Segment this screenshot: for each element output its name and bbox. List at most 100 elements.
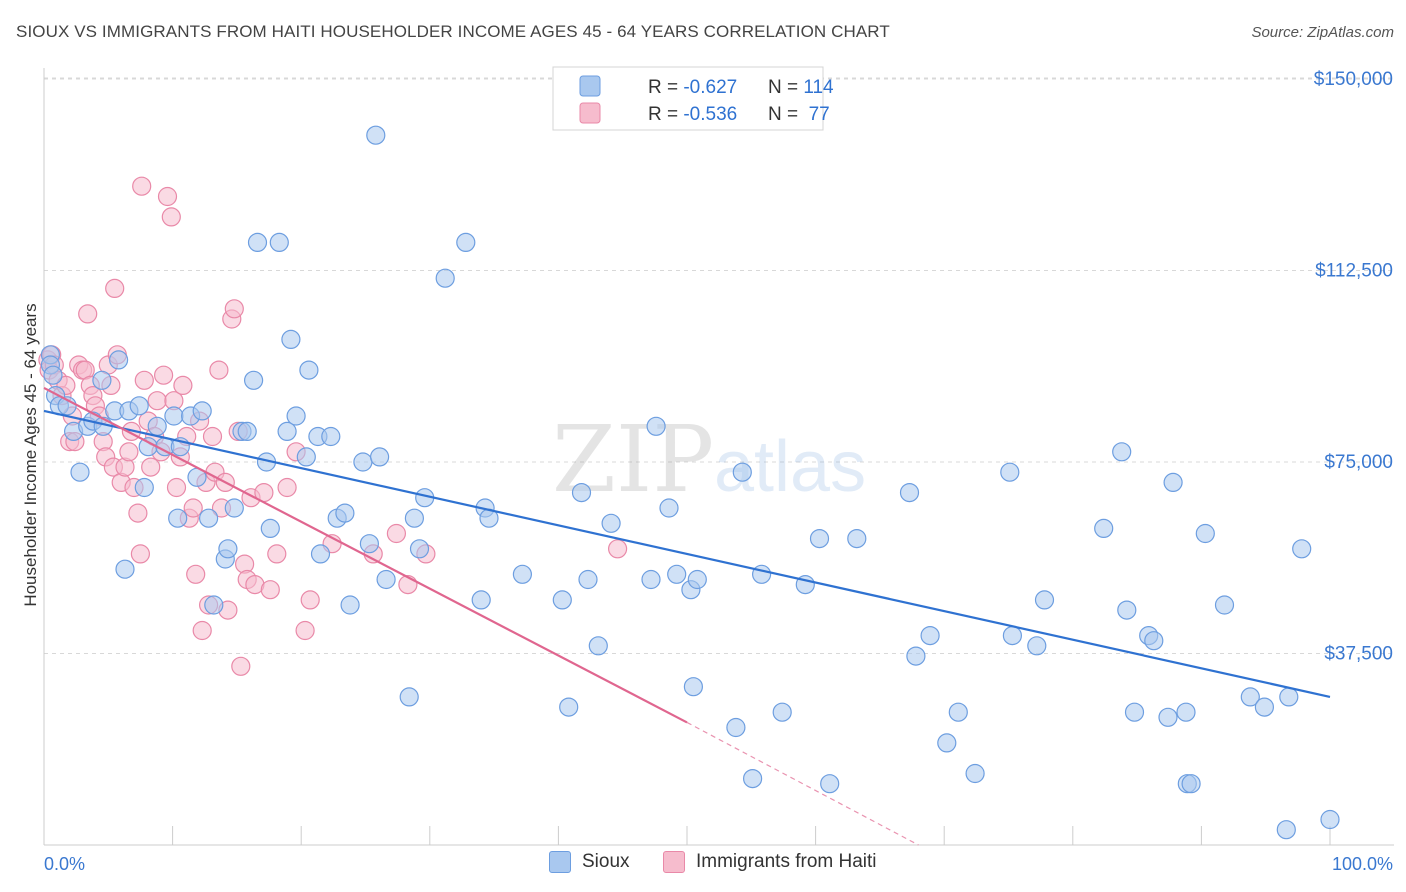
bottom-legend-sioux: Sioux (549, 851, 630, 873)
haiti-point-49 (186, 564, 206, 584)
haiti-trend-extension (686, 721, 919, 846)
haiti-point-74 (300, 590, 320, 610)
haiti-point-48 (183, 498, 203, 518)
sioux-point-103 (1163, 472, 1183, 492)
sioux-point-83 (809, 528, 830, 549)
haiti-trend-line (43, 386, 688, 724)
svg-text:N = 77: N = 77 (731, 104, 856, 125)
sioux-point-85 (847, 528, 867, 549)
sioux-point-43 (299, 360, 319, 380)
sioux-point-71 (641, 569, 661, 590)
sioux-point-21 (164, 406, 184, 426)
haiti-point-56 (209, 360, 229, 380)
sioux-point-34 (244, 370, 264, 390)
sioux-swatch (549, 851, 571, 873)
sioux-point-27 (199, 508, 219, 528)
legend-box: R = -0.627 N = 114 R = -0.536 N = 77 (552, 66, 860, 131)
sioux-point-88 (920, 625, 940, 646)
sioux-point-26 (192, 401, 212, 421)
bottom-legend-sioux-label: Sioux (582, 851, 630, 872)
sioux-point-93 (1002, 625, 1023, 646)
sioux-point-22 (168, 508, 188, 528)
sioux-point-66 (559, 697, 579, 717)
legend-pink-r-label: R = (648, 104, 683, 125)
haiti-point-40 (157, 186, 178, 207)
legend-blue-n-label: N = (768, 77, 803, 98)
y-tick-label-0: $37,500 (1324, 644, 1393, 665)
sioux-point-95 (1034, 590, 1055, 610)
y-axis-label: Householder Income Ages 45 - 64 years (21, 303, 40, 606)
svg-text:R = -0.536: R = -0.536 (611, 104, 764, 125)
haiti-point-13 (78, 304, 98, 324)
source-credit: Source: ZipAtlas.com (1251, 24, 1394, 41)
legend-blue-r-value: -0.627 (683, 77, 737, 98)
sioux-point-59 (435, 268, 455, 288)
sioux-point-14 (115, 559, 135, 579)
haiti-point-77 (386, 523, 406, 544)
sioux-point-65 (552, 590, 572, 610)
svg-text:R = -0.627: R = -0.627 (611, 77, 764, 98)
bottom-legend-haiti: Immigrants from Haiti (663, 851, 877, 873)
y-tick-label-1: $75,000 (1324, 452, 1393, 473)
sioux-point-13 (108, 350, 129, 370)
sioux-point-98 (1117, 600, 1137, 620)
sioux-point-38 (269, 232, 289, 252)
sioux-point-60 (456, 232, 476, 252)
svg-text:N = 114: N = 114 (731, 77, 860, 98)
sioux-point-69 (588, 636, 608, 656)
sioux-point-90 (948, 702, 968, 722)
sioux-points (40, 125, 1340, 840)
y-tick-label-3: $150,000 (1314, 69, 1393, 90)
sioux-point-86 (899, 483, 920, 503)
sioux-point-109 (1240, 687, 1260, 707)
sioux-point-54 (376, 569, 396, 590)
haiti-point-69 (260, 580, 280, 600)
sioux-point-37 (260, 518, 280, 539)
y-tick-labels: $37,500 $75,000 $112,500 $150,000 (1314, 69, 1393, 665)
trend-lines (43, 386, 1331, 846)
sioux-point-94 (1027, 636, 1047, 656)
x-tick-max: 100.0% (1332, 854, 1393, 874)
legend-swatch-blue (579, 75, 601, 97)
legend-swatch-pink (579, 102, 601, 124)
haiti-point-41 (161, 207, 181, 227)
axes (43, 68, 1394, 846)
sioux-point-76 (687, 569, 707, 590)
haiti-point-71 (277, 477, 297, 498)
bottom-legend: Sioux Immigrants from Haiti (0, 851, 1406, 877)
sioux-point-31 (224, 498, 244, 518)
haiti-point-32 (132, 176, 152, 196)
sioux-point-108 (1214, 595, 1235, 615)
sioux-point-48 (335, 503, 355, 523)
watermark: ZIP atlas (552, 406, 866, 513)
sioux-point-104 (1176, 702, 1196, 722)
sioux-point-46 (321, 426, 341, 447)
haiti-point-45 (173, 375, 193, 395)
sioux-point-7 (70, 462, 90, 482)
sioux-point-40 (281, 329, 301, 349)
sioux-point-68 (578, 569, 598, 590)
sioux-point-110 (1254, 697, 1275, 717)
haiti-point-61 (224, 299, 244, 319)
sioux-point-99 (1124, 702, 1145, 722)
sioux-point-106 (1181, 774, 1201, 794)
haiti-point-43 (166, 477, 187, 498)
haiti-point-39 (154, 365, 174, 385)
sioux-point-61 (471, 590, 491, 610)
sioux-point-67 (571, 483, 592, 503)
sioux-point-51 (359, 534, 379, 554)
haiti-point-23 (105, 278, 125, 298)
sioux-point-2 (43, 365, 63, 385)
sioux-point-72 (646, 416, 666, 436)
sioux-point-84 (820, 774, 840, 794)
sioux-point-70 (601, 513, 621, 533)
sioux-point-41 (286, 406, 306, 426)
sioux-point-96 (1094, 518, 1114, 539)
haiti-point-63 (231, 656, 251, 676)
sioux-point-10 (92, 370, 112, 390)
sioux-point-55 (404, 508, 424, 528)
sioux-point-19 (147, 416, 167, 436)
legend-blue-n-value: 114 (803, 77, 834, 98)
sioux-point-53 (370, 447, 390, 467)
